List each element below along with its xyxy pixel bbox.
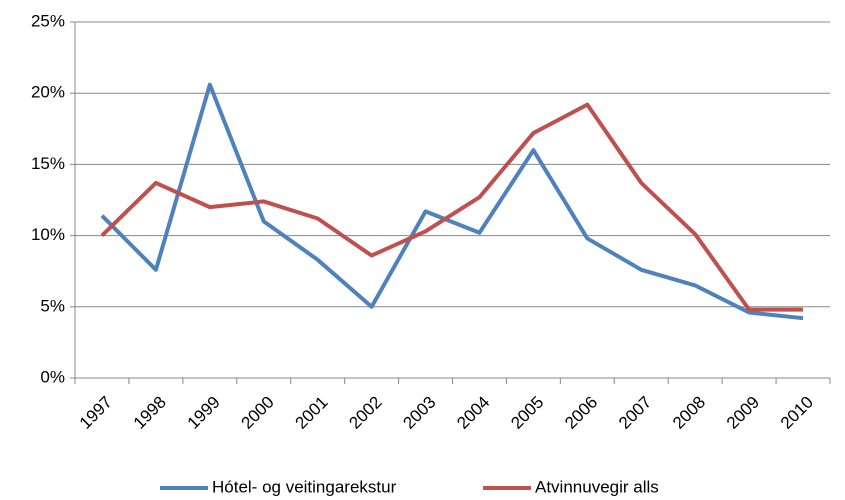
x-tick-label: 2007 (615, 393, 655, 433)
y-tick-label: 5% (40, 296, 65, 315)
x-tick-label: 2002 (345, 393, 385, 433)
y-tick-label: 10% (31, 225, 65, 244)
legend-label: Atvinnuvegir alls (535, 477, 659, 496)
series-line (100, 82, 804, 321)
x-tick-label: 2006 (561, 393, 601, 433)
x-tick-label: 2008 (669, 393, 709, 433)
y-tick-label: 25% (31, 11, 65, 30)
x-tick-label: 2010 (777, 393, 817, 433)
y-tick-label: 20% (31, 83, 65, 102)
x-tick-label: 1997 (76, 393, 116, 433)
x-tick-label: 1998 (130, 393, 170, 433)
x-tick-label: 2009 (723, 393, 763, 433)
y-tick-label: 0% (40, 367, 65, 386)
x-tick-label: 1999 (184, 393, 224, 433)
series-line (100, 102, 804, 312)
x-tick-label: 2005 (507, 393, 547, 433)
x-tick-label: 2003 (399, 393, 439, 433)
legend-label: Hótel- og veitingarekstur (212, 477, 397, 496)
y-tick-label: 15% (31, 154, 65, 173)
x-tick-label: 2004 (453, 393, 493, 433)
x-tick-label: 2001 (291, 393, 331, 433)
x-tick-label: 2000 (238, 393, 278, 433)
